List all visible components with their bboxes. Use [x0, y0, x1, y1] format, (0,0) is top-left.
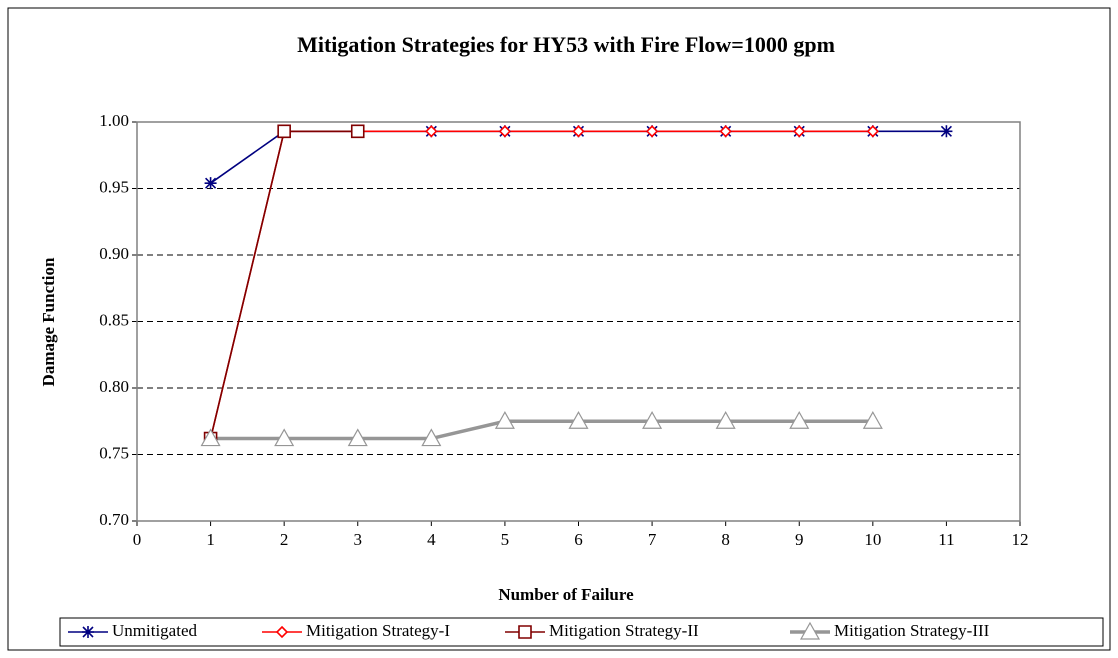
legend-marker — [275, 625, 289, 639]
x-tick-label: 8 — [721, 530, 730, 549]
x-tick-label: 12 — [1012, 530, 1029, 549]
point — [645, 125, 659, 138]
series-line — [210, 419, 873, 441]
point — [498, 125, 512, 138]
point — [274, 428, 295, 447]
point — [866, 125, 879, 138]
point — [572, 125, 585, 138]
x-tick-label: 3 — [354, 530, 363, 549]
x-tick-label: 1 — [206, 530, 215, 549]
legend-marker — [82, 626, 94, 638]
point — [277, 124, 291, 139]
y-tick-label: 0.95 — [99, 177, 129, 196]
chart-title: Mitigation Strategies for HY53 with Fire… — [297, 32, 835, 57]
legend-label: Mitigation Strategy-II — [549, 621, 699, 640]
x-tick-label: 5 — [501, 530, 510, 549]
y-tick-label: 0.75 — [99, 443, 129, 462]
point — [862, 411, 883, 429]
x-tick-label: 4 — [427, 530, 436, 549]
point — [789, 411, 810, 429]
point — [494, 411, 515, 429]
point — [940, 125, 953, 138]
point — [719, 125, 732, 138]
x-axis-label: Number of Failure — [498, 585, 634, 604]
legend-label: Mitigation Strategy-III — [834, 621, 990, 640]
legend-label: Unmitigated — [112, 621, 197, 640]
x-tick-label: 9 — [795, 530, 804, 549]
y-tick-label: 1.00 — [99, 111, 129, 130]
x-tick-label: 0 — [133, 530, 142, 549]
point — [421, 428, 442, 447]
point — [200, 428, 221, 447]
y-tick-label: 0.70 — [99, 510, 129, 529]
x-tick-label: 6 — [574, 530, 583, 549]
point — [347, 428, 368, 447]
point — [568, 411, 589, 429]
point — [425, 125, 438, 138]
point — [350, 124, 365, 139]
y-axis-label: Damage Function — [39, 257, 58, 386]
legend-marker — [799, 621, 821, 640]
plot-border — [136, 121, 1021, 522]
point — [793, 125, 806, 138]
x-tick-label: 10 — [864, 530, 881, 549]
x-tick-label: 11 — [938, 530, 954, 549]
legend-label: Mitigation Strategy-I — [306, 621, 450, 640]
y-tick-label: 0.80 — [99, 377, 129, 396]
x-tick-label: 7 — [648, 530, 657, 549]
chart-frame — [7, 7, 1111, 651]
legend-marker — [518, 625, 532, 639]
point — [642, 411, 663, 429]
y-tick-label: 0.90 — [99, 244, 129, 263]
point — [715, 411, 736, 429]
legend-box — [59, 617, 1104, 647]
point — [204, 177, 217, 190]
x-tick-label: 2 — [280, 530, 289, 549]
y-tick-label: 0.85 — [99, 310, 129, 329]
